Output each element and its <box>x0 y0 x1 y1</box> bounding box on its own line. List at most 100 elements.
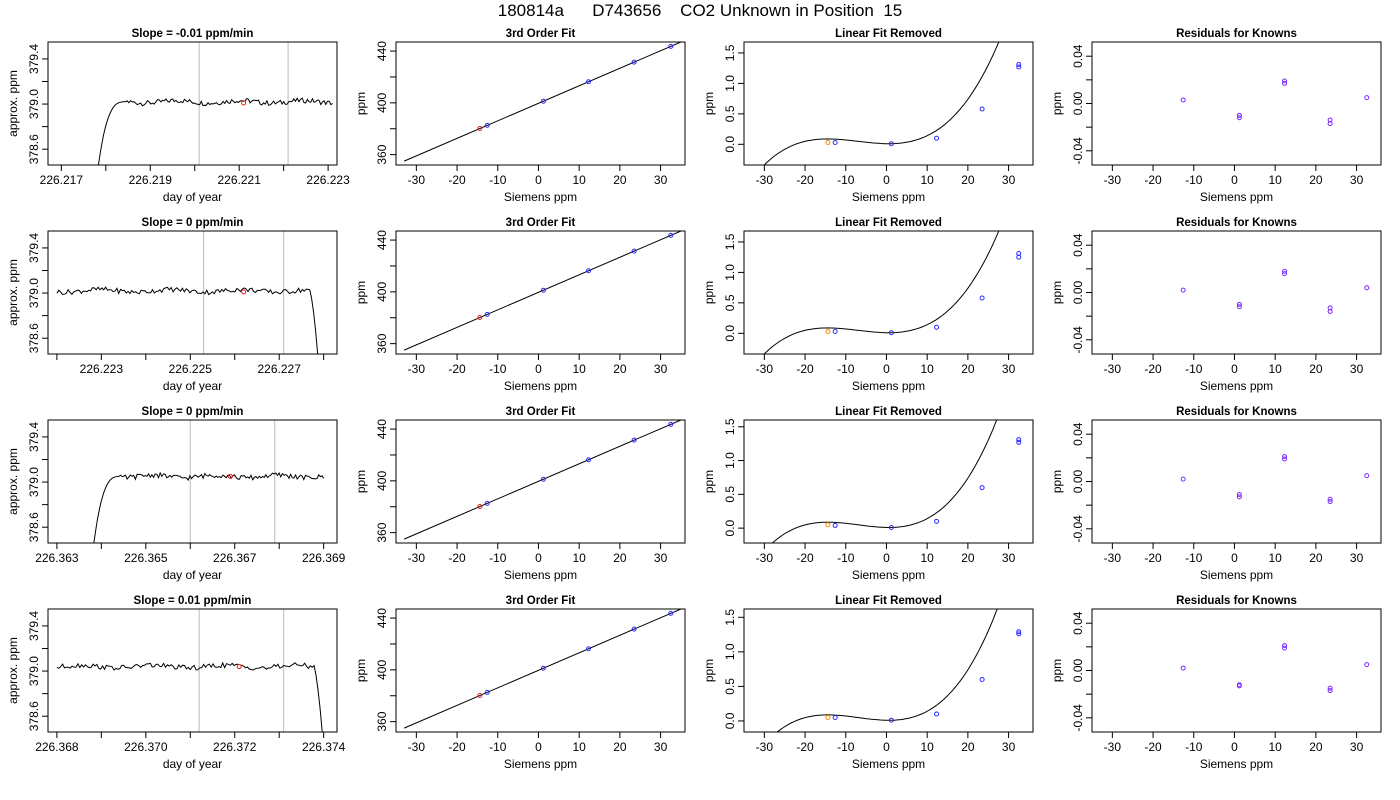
y-tick-label: 0.0 <box>723 136 737 153</box>
y-tick-label: 378.6 <box>27 323 41 353</box>
y-axis-label: ppm <box>702 659 716 682</box>
chart-panel-r4-c2: 3rd Order Fit -30 -20 -10 0 10 20 30 Siemens ppm… <box>354 595 686 771</box>
residual-point <box>1236 683 1242 689</box>
chart-title: Residuals for Knowns <box>1176 595 1297 607</box>
chart-panel-r1-c3: Linear Fit Removed -30 -20 -10 0 10 20 30 Siemen… <box>702 28 1034 204</box>
known-point <box>1016 251 1022 257</box>
x-tick-label: 226.368 <box>35 740 79 754</box>
x-tick-label: 20 <box>1309 173 1323 187</box>
x-axis-label: Siemens ppm <box>504 379 577 393</box>
y-tick-label: 378.6 <box>27 134 41 164</box>
x-tick-label: 0 <box>1231 551 1238 565</box>
y-tick-label: 400 <box>375 471 389 491</box>
x-tick-label: 226.225 <box>169 362 213 376</box>
y-tick-label: 0.0 <box>723 325 737 342</box>
y-tick-label: -0.04 <box>1071 326 1085 354</box>
x-axis-label: day of year <box>163 379 222 393</box>
x-axis-label: Siemens ppm <box>504 190 577 204</box>
residual-point <box>1327 308 1333 314</box>
residual-point <box>1364 662 1370 668</box>
chart-panel-r4-c3: Linear Fit Removed -30 -20 -10 0 10 20 30 Siemen… <box>702 595 1034 771</box>
chart-panel-r3-c3: Linear Fit Removed -30 -20 -10 0 10 20 30 Siemen… <box>702 406 1034 582</box>
trace-line <box>97 97 333 165</box>
known-point <box>484 311 490 317</box>
x-tick-label: 10 <box>920 740 934 754</box>
residual-point <box>1282 271 1288 277</box>
unknown-point <box>825 139 831 145</box>
x-tick-label: 0 <box>1231 740 1238 754</box>
chart-title: Slope = -0.01 ppm/min <box>132 28 254 40</box>
y-tick-label: -0.04 <box>1071 704 1085 732</box>
residual-point <box>1236 301 1242 307</box>
plot-area <box>403 420 682 540</box>
x-tick-label: -30 <box>408 173 426 187</box>
y-tick-label: 0.5 <box>723 294 737 311</box>
y-tick-label: -0.04 <box>1071 137 1085 165</box>
chart-title: Linear Fit Removed <box>835 406 942 418</box>
x-tick-label: 226.227 <box>258 362 302 376</box>
y-axis: 0.0 0.5 1.0 1.5 ppm <box>702 44 744 153</box>
y-axis: -0.04 0.00 0.04 ppm <box>1050 233 1092 353</box>
plot-frame <box>1091 230 1382 355</box>
y-tick-label: 0.5 <box>723 678 737 695</box>
x-tick-label: -10 <box>1185 551 1203 565</box>
x-tick-label: 20 <box>961 362 975 376</box>
x-tick-label: 20 <box>613 551 627 565</box>
x-tick-label: 30 <box>1002 740 1016 754</box>
x-tick-label: -30 <box>756 362 774 376</box>
x-axis: 226.368 226.370 226.372 226.374 day of year <box>35 732 346 771</box>
chart-panel-r4-c4: Residuals for Knowns -30 -20 -10 0 10 20 30 Siem… <box>1050 595 1382 771</box>
y-tick-label: 0.00 <box>1071 469 1085 493</box>
x-tick-label: 20 <box>613 740 627 754</box>
trace-line <box>56 286 319 354</box>
x-tick-label: 226.374 <box>302 740 346 754</box>
plot-frame <box>47 608 338 733</box>
chart-panel-r3-c4: Residuals for Knowns -30 -20 -10 0 10 20 30 Siem… <box>1050 406 1382 582</box>
chart-title: Slope = 0 ppm/min <box>142 406 244 418</box>
y-tick-label: 440 <box>375 41 389 61</box>
known-point <box>1016 631 1022 637</box>
residual-point <box>1364 473 1370 479</box>
y-tick-label: 440 <box>375 608 389 628</box>
y-tick-label: 1.0 <box>723 264 737 281</box>
unknown-point <box>477 126 483 132</box>
x-tick-label: 10 <box>1268 362 1282 376</box>
y-axis-label: approx. ppm <box>6 259 20 326</box>
x-tick-label: 20 <box>961 173 975 187</box>
y-tick-label: 379.0 <box>27 467 41 497</box>
known-point <box>668 232 674 238</box>
plot-area <box>56 231 319 354</box>
x-tick-label: 0 <box>1231 173 1238 187</box>
y-tick-label: 379.0 <box>27 89 41 119</box>
x-tick-label: 226.363 <box>35 551 79 565</box>
x-axis: -30 -20 -10 0 10 20 30 Siemens ppm <box>1104 732 1364 771</box>
y-axis: 360 400 440 ppm <box>354 41 396 165</box>
x-tick-label: 20 <box>613 173 627 187</box>
x-axis-label: Siemens ppm <box>1200 190 1273 204</box>
x-tick-label: 226.370 <box>124 740 168 754</box>
x-axis: 226.363 226.365 226.367 226.369 day of year <box>35 543 346 582</box>
fit-line <box>403 609 682 729</box>
x-axis: -30 -20 -10 0 10 20 30 Siemens ppm <box>756 354 1016 393</box>
x-tick-label: 226.221 <box>217 173 261 187</box>
y-axis-label: ppm <box>702 281 716 304</box>
chart-panel-r2-c3: Linear Fit Removed -30 -20 -10 0 10 20 30 Siemen… <box>702 217 1034 393</box>
y-tick-label: 1.5 <box>723 233 737 250</box>
x-tick-label: -30 <box>756 173 774 187</box>
unknown-point <box>825 522 831 528</box>
fit-curve <box>763 42 1000 165</box>
known-point <box>540 98 546 104</box>
y-tick-label: 440 <box>375 419 389 439</box>
x-tick-label: 30 <box>1350 740 1364 754</box>
x-axis: -30 -20 -10 0 10 20 30 Siemens ppm <box>1104 165 1364 204</box>
y-axis: 0.0 0.5 1.0 1.5 ppm <box>702 233 744 342</box>
x-tick-label: -20 <box>796 362 814 376</box>
x-tick-label: -10 <box>837 173 855 187</box>
chart-title: Linear Fit Removed <box>835 28 942 40</box>
known-point <box>1016 62 1022 68</box>
y-tick-label: 379.4 <box>27 44 41 74</box>
x-tick-label: -10 <box>489 362 507 376</box>
y-tick-label: 379.4 <box>27 422 41 452</box>
residual-point <box>1327 685 1333 691</box>
x-axis: -30 -20 -10 0 10 20 30 Siemens ppm <box>408 354 668 393</box>
